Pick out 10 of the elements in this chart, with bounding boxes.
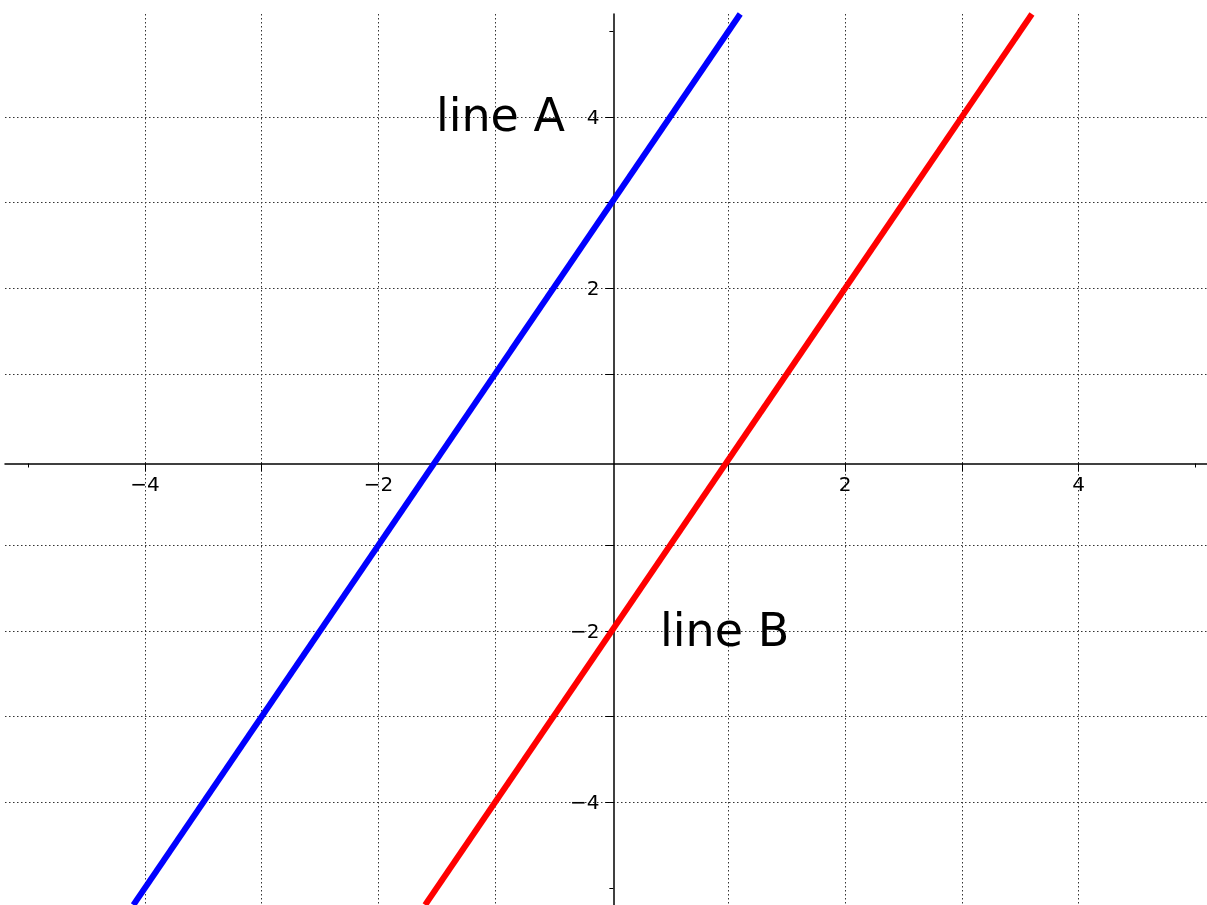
- x-tick-label: −2: [363, 471, 394, 496]
- y-tick-label: 2: [586, 276, 600, 301]
- x-tick-label: 4: [1072, 471, 1085, 496]
- annotation: line B: [660, 603, 790, 657]
- x-tick-label: −4: [130, 471, 160, 496]
- y-tick-label: −2: [569, 618, 600, 643]
- annotation: line A: [435, 88, 566, 142]
- x-tick-label: 2: [838, 471, 852, 496]
- y-tick-label: −4: [569, 790, 600, 815]
- y-tick-label: 4: [586, 104, 600, 129]
